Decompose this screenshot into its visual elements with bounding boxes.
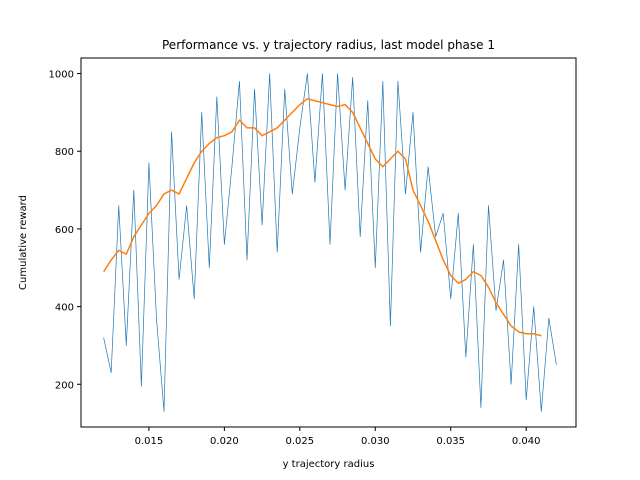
series-line-1: [103, 73, 557, 412]
x-tick-label: 0.015: [135, 436, 164, 447]
x-tick-label: 0.020: [210, 436, 239, 447]
x-axis: 0.015 0.020 0.025 0.030 0.035 0.040: [135, 427, 541, 447]
y-tick-label: 400: [55, 303, 74, 314]
y-tick-label: 1000: [49, 70, 74, 81]
y-axis-label: Cumulative reward: [18, 195, 29, 290]
y-tick-label: 800: [55, 147, 74, 158]
axes-frame: [80, 57, 577, 428]
x-tick-label: 0.025: [286, 436, 315, 447]
y-tick-label: 200: [55, 380, 74, 391]
chart-title: Performance vs. y trajectory radius, las…: [162, 38, 495, 52]
x-axis-label: y trajectory radius: [283, 459, 375, 470]
plot-area: [103, 73, 557, 412]
y-axis: 200 400 600 800 1000: [49, 70, 81, 391]
x-tick-label: 0.030: [361, 436, 390, 447]
x-tick-label: 0.040: [512, 436, 541, 447]
x-tick-label: 0.035: [436, 436, 465, 447]
series-line-2: [103, 98, 542, 337]
y-tick-label: 600: [55, 225, 74, 236]
